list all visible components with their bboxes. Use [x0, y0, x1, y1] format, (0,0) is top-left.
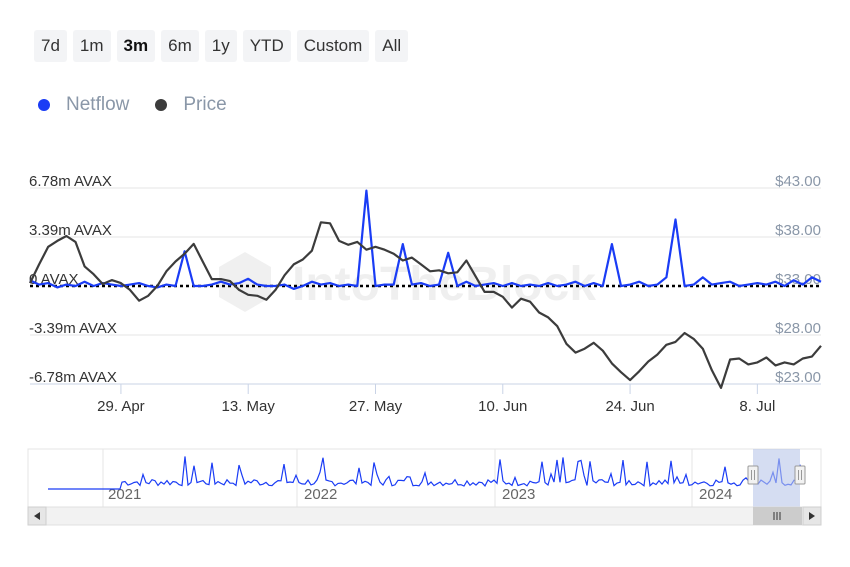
- right-tick-label: $28.00: [775, 320, 821, 337]
- right-tick-label: $38.00: [775, 222, 821, 239]
- x-tick-label: 13. May: [222, 398, 276, 415]
- navigator-labels: 2021 2022 2023 2024: [108, 486, 732, 503]
- legend-label-price: Price: [183, 94, 227, 115]
- x-axis: 29. Apr 13. May 27. May 10. Jun 24. Jun 8. Ju…: [97, 384, 775, 415]
- left-tick-label: 3.39m AVAX: [29, 222, 112, 239]
- range-button-ytd[interactable]: YTD: [242, 30, 291, 62]
- price-dot-icon: [155, 99, 168, 111]
- watermark-logo-icon: [219, 252, 271, 312]
- range-button-1m[interactable]: 1m: [72, 30, 111, 62]
- scroll-left-button[interactable]: [27, 506, 47, 526]
- right-axis: $43.00$38.00$33.00$28.00$23.00: [775, 173, 821, 386]
- scrollbar[interactable]: [27, 506, 822, 526]
- navigator-netflow-line: [48, 456, 804, 490]
- legend-label-netflow: Netflow: [66, 94, 130, 115]
- navigator-selection[interactable]: [753, 449, 800, 507]
- navigator-year-label: 2023: [502, 486, 535, 503]
- x-tick-label: 29. Apr: [97, 398, 145, 415]
- range-button-7d[interactable]: 7d: [34, 30, 67, 62]
- scroll-right-button[interactable]: [802, 506, 822, 526]
- range-button-1y[interactable]: 1y: [204, 30, 237, 62]
- arrow-left-icon: [34, 512, 40, 520]
- x-tick-label: 24. Jun: [605, 398, 654, 415]
- range-button-6m[interactable]: 6m: [161, 30, 199, 62]
- navigator-year-label: 2021: [108, 486, 141, 503]
- x-tick-label: 10. Jun: [478, 398, 527, 415]
- range-selector: 7d 1m 3m 6m 1y YTD Custom All: [34, 30, 409, 62]
- navigator-year-label: 2022: [304, 486, 337, 503]
- left-tick-label: 6.78m AVAX: [29, 173, 112, 190]
- range-button-3m[interactable]: 3m: [116, 30, 156, 62]
- left-tick-label: -3.39m AVAX: [29, 320, 117, 337]
- netflow-dot-icon: [38, 99, 50, 111]
- right-tick-label: $43.00: [775, 173, 821, 190]
- x-tick-label: 8. Jul: [739, 398, 775, 415]
- range-button-custom[interactable]: Custom: [296, 30, 370, 62]
- right-tick-label: $23.00: [775, 369, 821, 386]
- series-line-netflow[interactable]: [29, 189, 822, 290]
- navigator[interactable]: 2021 2022 2023 2024: [27, 448, 822, 508]
- navigator-handle-right[interactable]: [794, 465, 806, 485]
- arrow-right-icon: [809, 512, 815, 520]
- x-tick-label: 27. May: [349, 398, 403, 415]
- navigator-handle-left[interactable]: [747, 465, 759, 485]
- legend-item-price[interactable]: Price: [155, 94, 227, 116]
- chart-legend: Netflow Price: [38, 94, 227, 116]
- series-line-price[interactable]: [29, 221, 822, 389]
- navigator-frame: [27, 448, 822, 508]
- legend-item-netflow[interactable]: Netflow: [38, 94, 129, 116]
- navigator-year-label: 2024: [699, 486, 732, 503]
- series-group: [29, 189, 822, 389]
- left-tick-label: -6.78m AVAX: [29, 369, 117, 386]
- scrollbar-track[interactable]: [27, 506, 822, 526]
- range-button-all[interactable]: All: [375, 30, 409, 62]
- scrollbar-thumb[interactable]: [753, 507, 802, 525]
